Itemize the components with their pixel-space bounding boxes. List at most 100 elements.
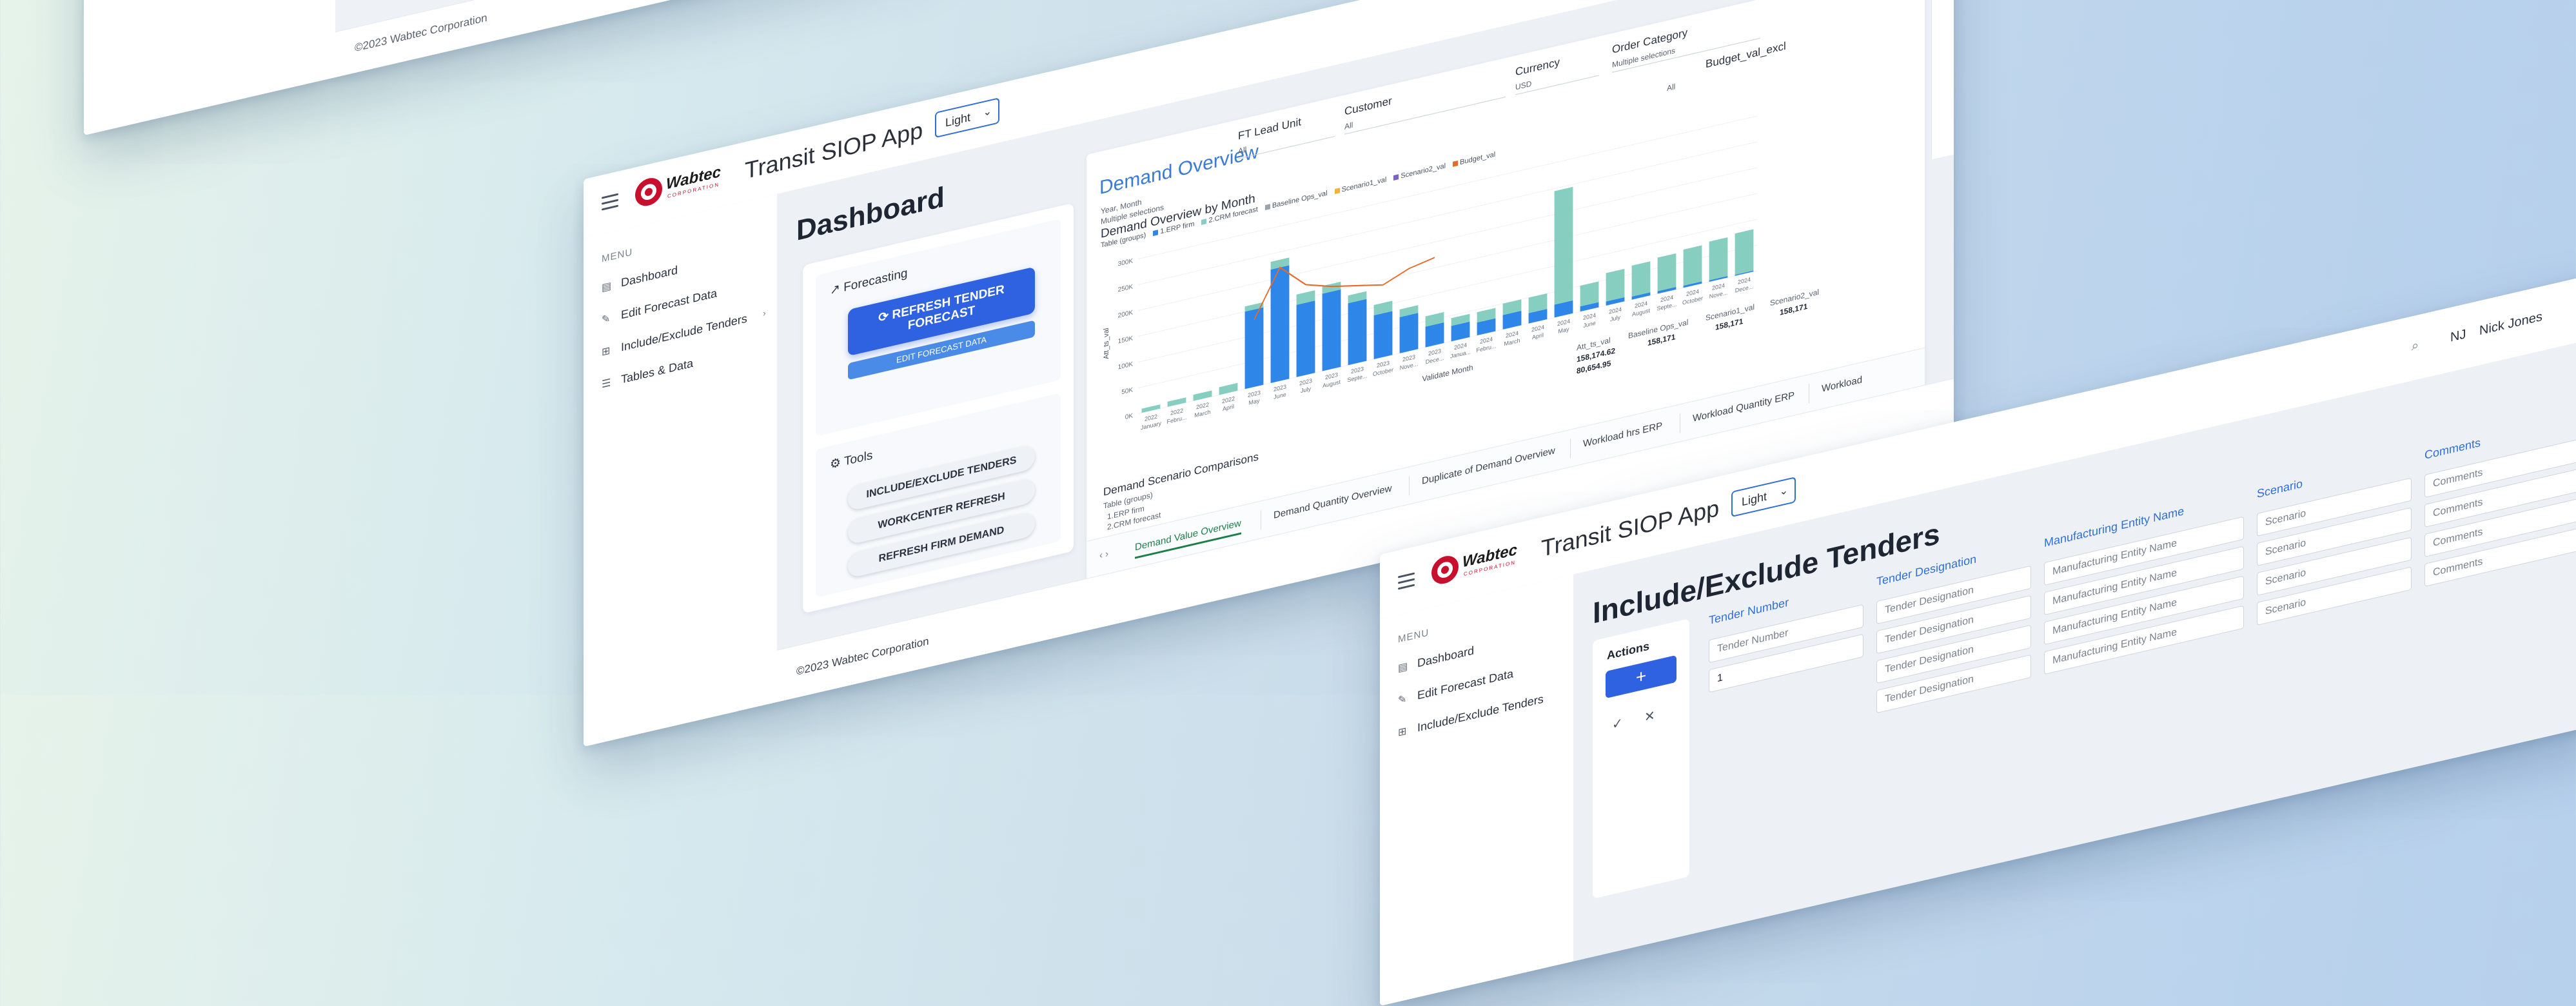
tab-workload-hrs-erp[interactable]: Workload hrs ERP <box>1583 420 1663 450</box>
x-tick-label-year: 2023 <box>1273 383 1286 392</box>
bar-crm-forecast <box>1193 390 1212 401</box>
bar-crm-forecast <box>1631 261 1651 297</box>
report-card: Demand Overview FT Lead Unit All Custome… <box>1086 0 1925 580</box>
y-tick-label: 200K <box>1118 309 1134 319</box>
wabtec-logo-mark <box>635 175 662 209</box>
sidebar-item-label: Include/Exclude Tenders <box>621 311 747 354</box>
theme-select[interactable]: Light ⌄ <box>1731 477 1796 518</box>
y-tick-label: 150K <box>1118 335 1134 345</box>
x-tick-label-year: 2022 <box>1170 407 1183 416</box>
sidebar-item-edit-forecast[interactable]: ✎ Edit Forecast Data <box>602 286 717 326</box>
wabtec-logo: Wabtec CORPORATION <box>635 158 725 215</box>
bar-crm-forecast <box>1219 382 1238 395</box>
sidebar-item-edit-forecast[interactable]: ✎ Edit Forecast Data <box>1398 667 1513 707</box>
hamburger-menu-icon[interactable] <box>602 193 618 215</box>
gridline <box>1138 115 1757 259</box>
filters-pane[interactable]: × Filters <box>1931 0 1954 160</box>
bar-crm-forecast <box>1348 291 1367 304</box>
x-tick-label-year: 2024 <box>1557 318 1570 327</box>
bar-crm-forecast <box>1709 237 1728 281</box>
actions-column: Actions + ✓ ✕ <box>1593 618 1689 899</box>
filter-currency[interactable]: USD <box>1515 79 1532 92</box>
bar-crm-forecast <box>1554 186 1573 305</box>
wabtec-logo-mark <box>1431 553 1459 587</box>
actions-panel: ↗ Forecasting ⟳ REFRESH TENDER FORECAST … <box>803 202 1074 614</box>
y-tick-label: 100K <box>1118 360 1134 371</box>
bar-crm-forecast <box>1270 257 1290 270</box>
bar-erp-firm <box>1709 275 1728 282</box>
x-tick-label-year: 2024 <box>1712 282 1725 291</box>
search-icon[interactable]: ⌕ <box>2412 338 2419 354</box>
x-tick-label-month: June <box>1583 320 1596 329</box>
sidebar-item-label: Dashboard <box>621 263 678 290</box>
x-tick-label-year: 2022 <box>1196 401 1209 410</box>
x-tick-label-year: 2024 <box>1686 288 1699 297</box>
x-tick-label-year: 2024 <box>1635 300 1647 309</box>
sidebar-item-label: Tables & Data <box>621 356 694 386</box>
bar-erp-firm <box>1580 302 1599 312</box>
sidebar-item-dashboard[interactable]: ▤ Dashboard <box>1398 644 1474 675</box>
x-tick-label-month: May <box>1558 326 1569 335</box>
x-tick-label-year: 2024 <box>1480 336 1493 345</box>
bar-crm-forecast <box>1657 253 1676 291</box>
tenders-icon: ⊞ <box>1398 725 1407 739</box>
add-row-button[interactable]: + <box>1606 655 1676 699</box>
bar-erp-firm <box>1528 308 1548 324</box>
x-tick-label-month: April <box>1532 331 1544 340</box>
legend-swatch <box>1453 161 1459 167</box>
legend-swatch <box>1334 188 1340 195</box>
sidebar-item-label: Edit Forecast Data <box>1417 667 1514 702</box>
x-tick-label-year: 2023 <box>1351 366 1364 375</box>
x-tick-label-month: January <box>1141 420 1161 431</box>
gridline <box>1138 141 1757 285</box>
bar-erp-firm <box>1348 299 1367 366</box>
filter-label-currency: Currency <box>1515 55 1560 79</box>
sidebar-item-label: Dashboard <box>1417 644 1475 670</box>
wabtec-logo: Wabtec CORPORATION <box>1431 536 1522 593</box>
x-tick-label-year: 2023 <box>1325 371 1338 380</box>
chevron-right-icon: › <box>763 307 766 319</box>
user-name[interactable]: Nick Jones <box>2479 309 2542 339</box>
sidebar-item-label: Edit Forecast Data <box>621 286 718 322</box>
bar-crm-forecast <box>1606 268 1625 302</box>
sidebar: MENU ▤ Dashboard ✎ Edit Forecast Data ⊞ Inc… <box>1380 574 1574 1006</box>
bar-erp-firm <box>1735 270 1754 276</box>
tab-separator <box>1409 476 1410 496</box>
pencil-icon: ✎ <box>602 313 611 326</box>
y-tick-label: 250K <box>1118 283 1134 293</box>
legend-swatch <box>1393 174 1399 181</box>
x-tick-label-year: 2024 <box>1454 342 1467 351</box>
bar-crm-forecast <box>1477 308 1496 323</box>
col-header-comments[interactable]: Comments <box>2424 435 2481 462</box>
x-tick-label-year: 2023 <box>1377 360 1390 369</box>
bar-crm-forecast <box>1244 302 1264 312</box>
user-initials[interactable]: NJ <box>2450 327 2466 345</box>
calendar-icon: ▤ <box>1398 661 1408 675</box>
col-header-scenario[interactable]: Scenario <box>2257 477 2303 501</box>
sidebar-item-tables[interactable]: ☰ Tables & Data <box>602 357 693 391</box>
tab-workload[interactable]: Workload <box>1822 374 1863 395</box>
bar-erp-firm <box>1657 286 1676 294</box>
filter-budget[interactable]: All <box>1667 82 1676 94</box>
theme-select[interactable]: Light ⌄ <box>935 97 999 139</box>
copyright: ©2023 Wabtec Corporation <box>796 635 929 678</box>
legend-swatch <box>1153 230 1159 237</box>
bar-crm-forecast <box>1528 293 1548 313</box>
x-tick-label-month: June <box>1273 391 1286 400</box>
x-tick-label-year: 2024 <box>1660 294 1673 303</box>
bar-crm-forecast <box>1373 301 1393 316</box>
hamburger-menu-icon[interactable] <box>1398 572 1415 594</box>
filter-customer[interactable]: All <box>1344 120 1353 132</box>
tab-prev-icon[interactable]: ‹ › <box>1099 548 1109 562</box>
filters-label: Filters <box>1945 0 1954 1</box>
close-icon[interactable]: ✕ <box>1644 708 1655 725</box>
x-tick-label-year: 2024 <box>1583 312 1596 321</box>
x-tick-label-year: 2023 <box>1402 353 1415 362</box>
bar-erp-firm <box>1554 300 1573 318</box>
filter-label-budget: Budget_val_excl <box>1706 39 1786 71</box>
pencil-icon: ✎ <box>1398 693 1407 707</box>
forecasting-heading: ↗ Forecasting <box>830 266 908 298</box>
sidebar-item-dashboard[interactable]: ▤ Dashboard <box>602 263 678 294</box>
check-icon[interactable]: ✓ <box>1612 716 1623 733</box>
calendar-icon: ▤ <box>602 281 612 294</box>
